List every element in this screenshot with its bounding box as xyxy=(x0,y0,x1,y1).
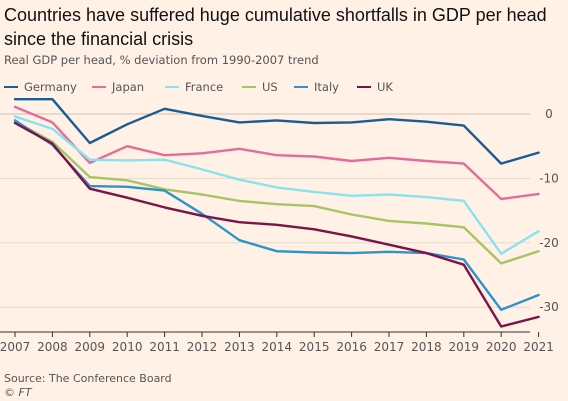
legend-item-germany: Germany xyxy=(4,80,77,94)
x-tick-label: 2020 xyxy=(486,340,517,354)
legend-label: UK xyxy=(377,80,393,94)
series-line-us xyxy=(13,120,540,265)
legend-label: France xyxy=(185,80,224,94)
y-tick-label: -10 xyxy=(539,171,559,185)
y-tick-label: -30 xyxy=(539,300,559,314)
legend-label: Germany xyxy=(24,80,77,94)
x-tick-label: 2013 xyxy=(224,340,255,354)
legend-label: US xyxy=(262,80,278,94)
x-tick-label: 2017 xyxy=(374,340,405,354)
legend-item-uk: UK xyxy=(357,80,393,94)
series-line-italy xyxy=(13,119,540,311)
legend-item-japan: Japan xyxy=(92,80,144,94)
x-tick-label: 2012 xyxy=(187,340,218,354)
series-line-germany xyxy=(13,97,540,165)
legend-item-italy: Italy xyxy=(294,80,339,94)
x-tick-label: 2011 xyxy=(149,340,180,354)
y-tick-label: -20 xyxy=(539,236,559,250)
x-tick-label: 2008 xyxy=(37,340,68,354)
x-tick-label: 2014 xyxy=(262,340,293,354)
x-tick-label: 2009 xyxy=(75,340,106,354)
legend-item-france: France xyxy=(165,80,223,94)
ft-credit: © FT xyxy=(4,386,32,399)
series-line-japan xyxy=(13,105,540,201)
legend-swatch xyxy=(294,85,308,89)
x-tick-label: 2019 xyxy=(449,340,480,354)
series-line-france xyxy=(13,115,540,255)
x-tick-label: 2007 xyxy=(0,340,30,354)
legend-item-us: US xyxy=(242,80,278,94)
x-tick-label: 2010 xyxy=(112,340,143,354)
chart-subtitle: Real GDP per head, % deviation from 1990… xyxy=(4,53,319,67)
chart-title: Countries have suffered huge cumulative … xyxy=(4,5,547,49)
legend-label: Japan xyxy=(112,80,145,94)
series-line-uk xyxy=(13,121,540,328)
legend-swatch xyxy=(92,85,106,89)
legend-swatch xyxy=(165,85,179,89)
legend-swatch xyxy=(357,85,371,89)
legend-swatch xyxy=(4,85,18,89)
x-tick-label: 2015 xyxy=(299,340,330,354)
y-tick-label: 0 xyxy=(545,107,553,121)
x-tick-label: 2021 xyxy=(523,340,554,354)
legend-label: Italy xyxy=(314,80,339,94)
chart-legend: Germany Japan France US Italy UK xyxy=(0,80,568,94)
legend-swatch xyxy=(242,85,256,89)
source-note: Source: The Conference Board xyxy=(4,372,172,385)
x-tick-label: 2016 xyxy=(336,340,367,354)
x-tick-label: 2018 xyxy=(411,340,442,354)
